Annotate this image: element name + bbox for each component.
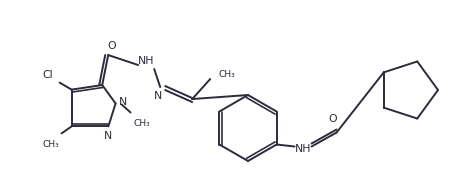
- Text: NH: NH: [295, 144, 311, 154]
- Text: CH₃: CH₃: [42, 140, 59, 149]
- Text: Cl: Cl: [42, 70, 53, 80]
- Text: N: N: [118, 97, 126, 107]
- Text: N: N: [154, 91, 162, 101]
- Text: N: N: [104, 131, 112, 141]
- Text: NH: NH: [138, 56, 154, 66]
- Text: O: O: [327, 114, 336, 124]
- Text: O: O: [106, 41, 115, 51]
- Text: CH₃: CH₃: [218, 70, 235, 79]
- Text: CH₃: CH₃: [133, 119, 150, 128]
